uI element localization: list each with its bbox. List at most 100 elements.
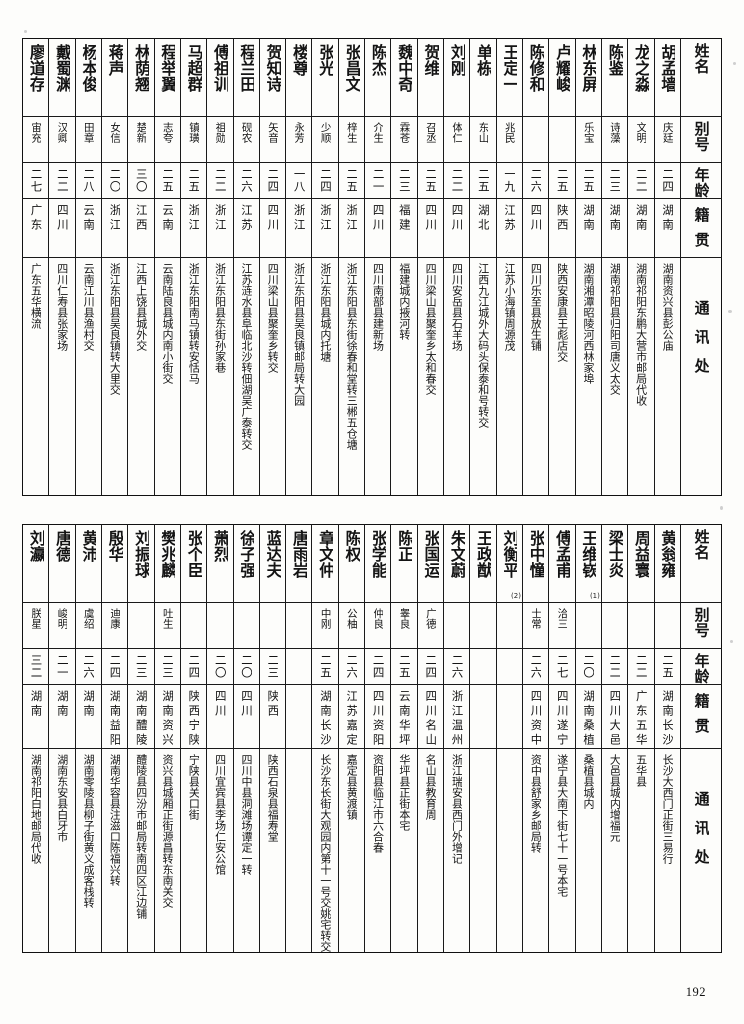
person-age-cell: 二四 [311,162,339,199]
column-header-text: 通讯处 [693,791,709,878]
person-age-cell: 一八 [285,162,313,199]
person-name-cell: 张昌文 [337,38,366,117]
person-native-cell: 湖南 [653,198,681,258]
person-name-cell: 唐德 [48,524,76,603]
column-header-native: 籍贯 [680,684,722,749]
person-native-cell: 四川 [206,684,234,749]
person-name-cell: 贺知诗 [258,38,287,117]
column-header-address: 通讯处 [680,748,722,953]
age-text: 二〇 [213,654,226,679]
native-text: 湖南 [661,204,674,233]
person-native-cell: 湖北 [469,198,497,258]
person-alias-cell [127,602,155,649]
alias-text: 庆廷 [661,122,673,143]
person-address-cell: 江苏涟水县阜临北沙转佃湖吴广泰转交 [232,257,260,496]
name-text: 刘衡平 [501,530,518,578]
address-text: 大邑县城内增福元 [608,754,621,842]
person-age-cell: 二八 [74,162,102,199]
person-age-cell: 二三 [600,162,629,199]
native-text: 云南华坪 [398,690,410,748]
registry-row-address: 广东五华横流 四川仁寿县张家场 云南江川县渔村交 浙江东阳县吴良镇转大里交 江西上饶县城… [21,257,722,496]
age-text: 二四 [661,168,674,193]
name-text: 唐雨岩 [290,530,307,578]
age-text: 二二 [634,168,647,193]
name-text: 黄翁雍 [659,530,676,578]
person-alias-cell: 永芳 [285,116,313,163]
alias-text: 永芳 [293,122,305,143]
person-age-cell: 二〇 [100,162,129,199]
person-native-cell: 陕西 [548,198,576,258]
alias-text: 召丞 [424,122,436,143]
age-text: 二四 [424,654,437,679]
person-name-cell: 唐雨岩 [285,524,313,603]
person-alias-cell [232,602,260,649]
person-alias-cell [469,602,497,649]
address-text: 嘉定县黄渡镇 [345,754,358,820]
person-age-cell: 二〇 [206,648,234,685]
name-text: 张昌文 [343,44,360,92]
name-text: 卢耀峻 [553,44,571,92]
age-text: 二三 [161,654,174,679]
name-text: 魏中奇 [395,44,413,92]
native-text: 四川 [266,204,279,233]
address-text: 江苏小海镇周源茂 [503,263,516,351]
person-alias-cell: 诗藻 [600,116,629,163]
person-native-cell: 江苏 [495,198,523,258]
person-native-cell: 浙江温州 [442,684,471,749]
person-native-cell: 云南 [153,198,181,258]
person-name-cell: 陈修和 [521,38,550,117]
native-text: 湖南 [29,690,42,719]
person-alias-cell: 吐生 [153,602,181,649]
person-address-cell [495,748,523,953]
person-native-cell: 四川 [521,198,550,258]
address-text: 浙江东阳县东街孙家巷 [214,263,226,373]
person-address-cell: 大邑县城内增福元 [600,748,629,953]
address-text: 醴陵县四汾市邮局转南四区江边铺 [135,754,147,919]
person-age-cell: 二五 [311,648,339,685]
column-header-text: 别号 [693,121,709,152]
person-age-cell: 二六 [74,648,102,685]
name-text: 张国运 [422,530,439,578]
address-text: 湖南华容县注滋口陈福兴转 [108,754,121,886]
name-text: 徐子强 [238,530,255,578]
native-text: 浙江温州 [450,690,463,748]
column-header-text: 通讯处 [693,300,709,387]
name-text: 楼尊 [290,44,307,76]
address-text: 湖南资兴县彭公庙 [661,263,674,351]
person-age-cell [495,648,523,685]
person-alias-cell: 庆廷 [653,116,681,163]
age-text: 二八 [82,168,95,193]
person-name-cell: 林荫翘 [127,38,155,117]
native-text: 四川遂宁 [556,690,568,748]
name-text: 程兰田 [238,44,255,92]
column-header-text: 姓名 [693,529,709,560]
person-alias-cell: 公柚 [337,602,366,649]
person-native-cell: 四川资中 [521,684,550,749]
age-text: 二六 [82,654,95,679]
person-alias-cell [521,116,550,163]
native-text: 湖南 [634,204,647,233]
address-text: 四川乐至县放生铺 [529,263,542,351]
person-age-cell: 二五 [653,648,681,685]
name-text: 马超群 [185,44,202,92]
person-native-cell: 广东五华 [627,684,655,749]
address-text: 湖南祁阳县归阳司唐义太交 [608,263,621,395]
native-text: 广东 [29,204,42,233]
native-text: 广东五华 [634,690,647,748]
alias-text: 东山 [477,122,489,143]
registry-row-age: 二七 二二 二八 二〇 三〇 二五 二五 二二 二六 二四 一八 二四 二五 二一 二三 二五 二二 二五 一九 二六… [21,162,722,199]
person-alias-cell: 洽三 [548,602,576,649]
person-name-cell: 张学能 [364,524,392,603]
person-alias-cell: 仲良 [364,602,392,649]
age-text: 二一 [371,168,384,193]
address-text: 长沙东长街大观园内第十一号交姚宅转交 [319,754,331,952]
person-address-cell: 云南江川县渔村交 [74,257,102,496]
address-text: 名山县教育周 [424,754,437,820]
person-address-cell: 醴陵县四汾市邮局转南四区江边铺 [127,748,155,953]
person-native-cell: 湖南益阳 [100,684,129,749]
age-text: 二五 [661,654,674,679]
person-native-cell: 广东 [21,198,50,258]
native-text: 浙江 [319,204,331,233]
age-text: 二二 [213,168,226,193]
alias-text: 仲良 [372,608,384,629]
